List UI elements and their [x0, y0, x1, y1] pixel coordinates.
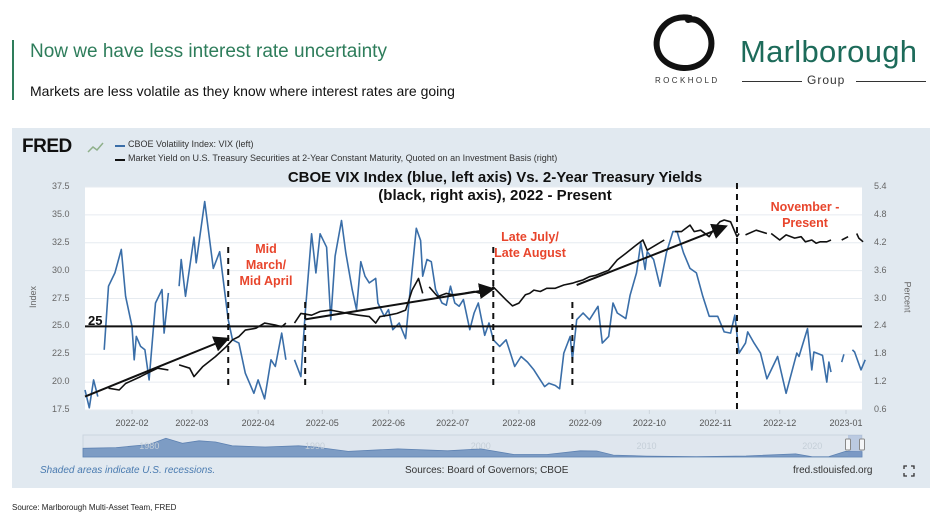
group-rule-left	[742, 81, 802, 82]
x-tick-label: 2022-11	[699, 418, 732, 428]
y-tick-left: 37.5	[52, 181, 70, 191]
group-rule-right	[856, 81, 926, 82]
navigator-year-label: 2010	[636, 441, 657, 451]
x-tick-label: 2022-02	[115, 418, 149, 428]
fred-url-link[interactable]: fred.stlouisfed.org	[793, 465, 873, 476]
y-tick-right: 3.6	[874, 264, 887, 275]
annotation-mid-march-mid-april: Mid March/ Mid April	[228, 241, 304, 289]
y-tick-right: 3.0	[874, 292, 887, 303]
slide-footer-source: Source: Marlborough Multi-Asset Team, FR…	[12, 503, 177, 512]
y-tick-left: 35.0	[52, 208, 70, 219]
y-tick-right: 4.8	[874, 208, 887, 219]
trend-arrow	[305, 283, 496, 321]
y-tick-right: 1.2	[874, 376, 887, 387]
recessions-note: Shaded areas indicate U.S. recessions.	[40, 465, 216, 476]
x-tick-label: 2022-04	[241, 418, 275, 428]
y-tick-right: 2.4	[874, 320, 887, 331]
y-axis-left-label: Index	[28, 285, 39, 309]
hline-25-label: 25	[88, 313, 103, 328]
legend-swatch-yield	[115, 159, 125, 161]
annotation-line: Present	[782, 216, 828, 230]
y-tick-left: 22.5	[52, 348, 70, 359]
y-tick-left: 25.0	[52, 320, 70, 331]
x-tick-label: 2023-01	[829, 418, 863, 428]
y-tick-right: 0.6	[874, 404, 887, 414]
annotation-late-july-late-august: Late July/ Late August	[480, 229, 580, 261]
y-tick-left: 30.0	[52, 264, 70, 275]
x-tick-label: 2022-12	[763, 418, 797, 428]
y-tick-left: 27.5	[52, 292, 70, 303]
fred-logo: FRED	[22, 136, 72, 157]
trend-arrow	[84, 336, 230, 398]
annotation-line: Late July/	[501, 230, 559, 244]
annotation-line: November -	[770, 200, 840, 214]
y-tick-right: 1.8	[874, 348, 887, 359]
chart-title-line2: (black, right axis), 2022 - Present	[378, 187, 612, 204]
legend-item-vix[interactable]: CBOE Volatility Index: VIX (left)	[128, 139, 254, 149]
navigator-year-label: 2000	[470, 441, 491, 451]
x-tick-label: 2022-03	[175, 418, 209, 428]
x-tick-label: 2022-07	[436, 418, 470, 428]
y-tick-left: 17.5	[52, 404, 70, 414]
slide-subtitle: Markets are less volatile as they know w…	[30, 83, 455, 99]
navigator-handle[interactable]	[859, 438, 865, 451]
y-tick-left: 32.5	[52, 236, 70, 247]
navigator-year-label: 1980	[139, 441, 160, 451]
x-tick-label: 2022-09	[568, 418, 602, 428]
chart-sources: Sources: Board of Governors; CBOE	[405, 465, 569, 476]
trend-arrow	[576, 223, 728, 286]
x-tick-label: 2022-08	[502, 418, 536, 428]
annotation-line: Mid	[255, 242, 277, 256]
title-accent-bar	[12, 40, 14, 100]
legend-item-yield[interactable]: Market Yield on U.S. Treasury Securities…	[128, 153, 558, 163]
navigator-selection[interactable]	[848, 435, 862, 457]
y-axis-right-label: Percent	[902, 281, 913, 313]
rockhold-wordmark: ROCKHOLD	[655, 76, 720, 85]
annotation-line: Late August	[494, 246, 566, 260]
marlborough-group-label: Group	[807, 73, 846, 87]
navigator-year-label: 1990	[305, 441, 326, 451]
y-tick-right: 5.4	[874, 181, 887, 191]
x-tick-label: 2022-05	[305, 418, 339, 428]
annotation-line: March/	[245, 258, 287, 272]
x-tick-label: 2022-10	[632, 418, 666, 428]
chart-title-line1: CBOE VIX Index (blue, left axis) Vs. 2-Y…	[287, 169, 703, 186]
y-tick-left: 20.0	[52, 376, 70, 387]
annotation-line: Mid April	[239, 274, 293, 288]
slide-title: Now we have less interest rate uncertain…	[30, 41, 387, 62]
navigator-handle[interactable]	[845, 438, 851, 451]
x-tick-label: 2022-06	[372, 418, 406, 428]
legend-swatch-vix	[115, 145, 125, 147]
navigator-year-label: 2020	[802, 441, 823, 451]
y-tick-right: 4.2	[874, 236, 887, 247]
annotation-november-present: November - Present	[755, 199, 855, 231]
marlborough-wordmark: Marlborough	[740, 34, 918, 69]
navigator-area	[82, 437, 863, 458]
